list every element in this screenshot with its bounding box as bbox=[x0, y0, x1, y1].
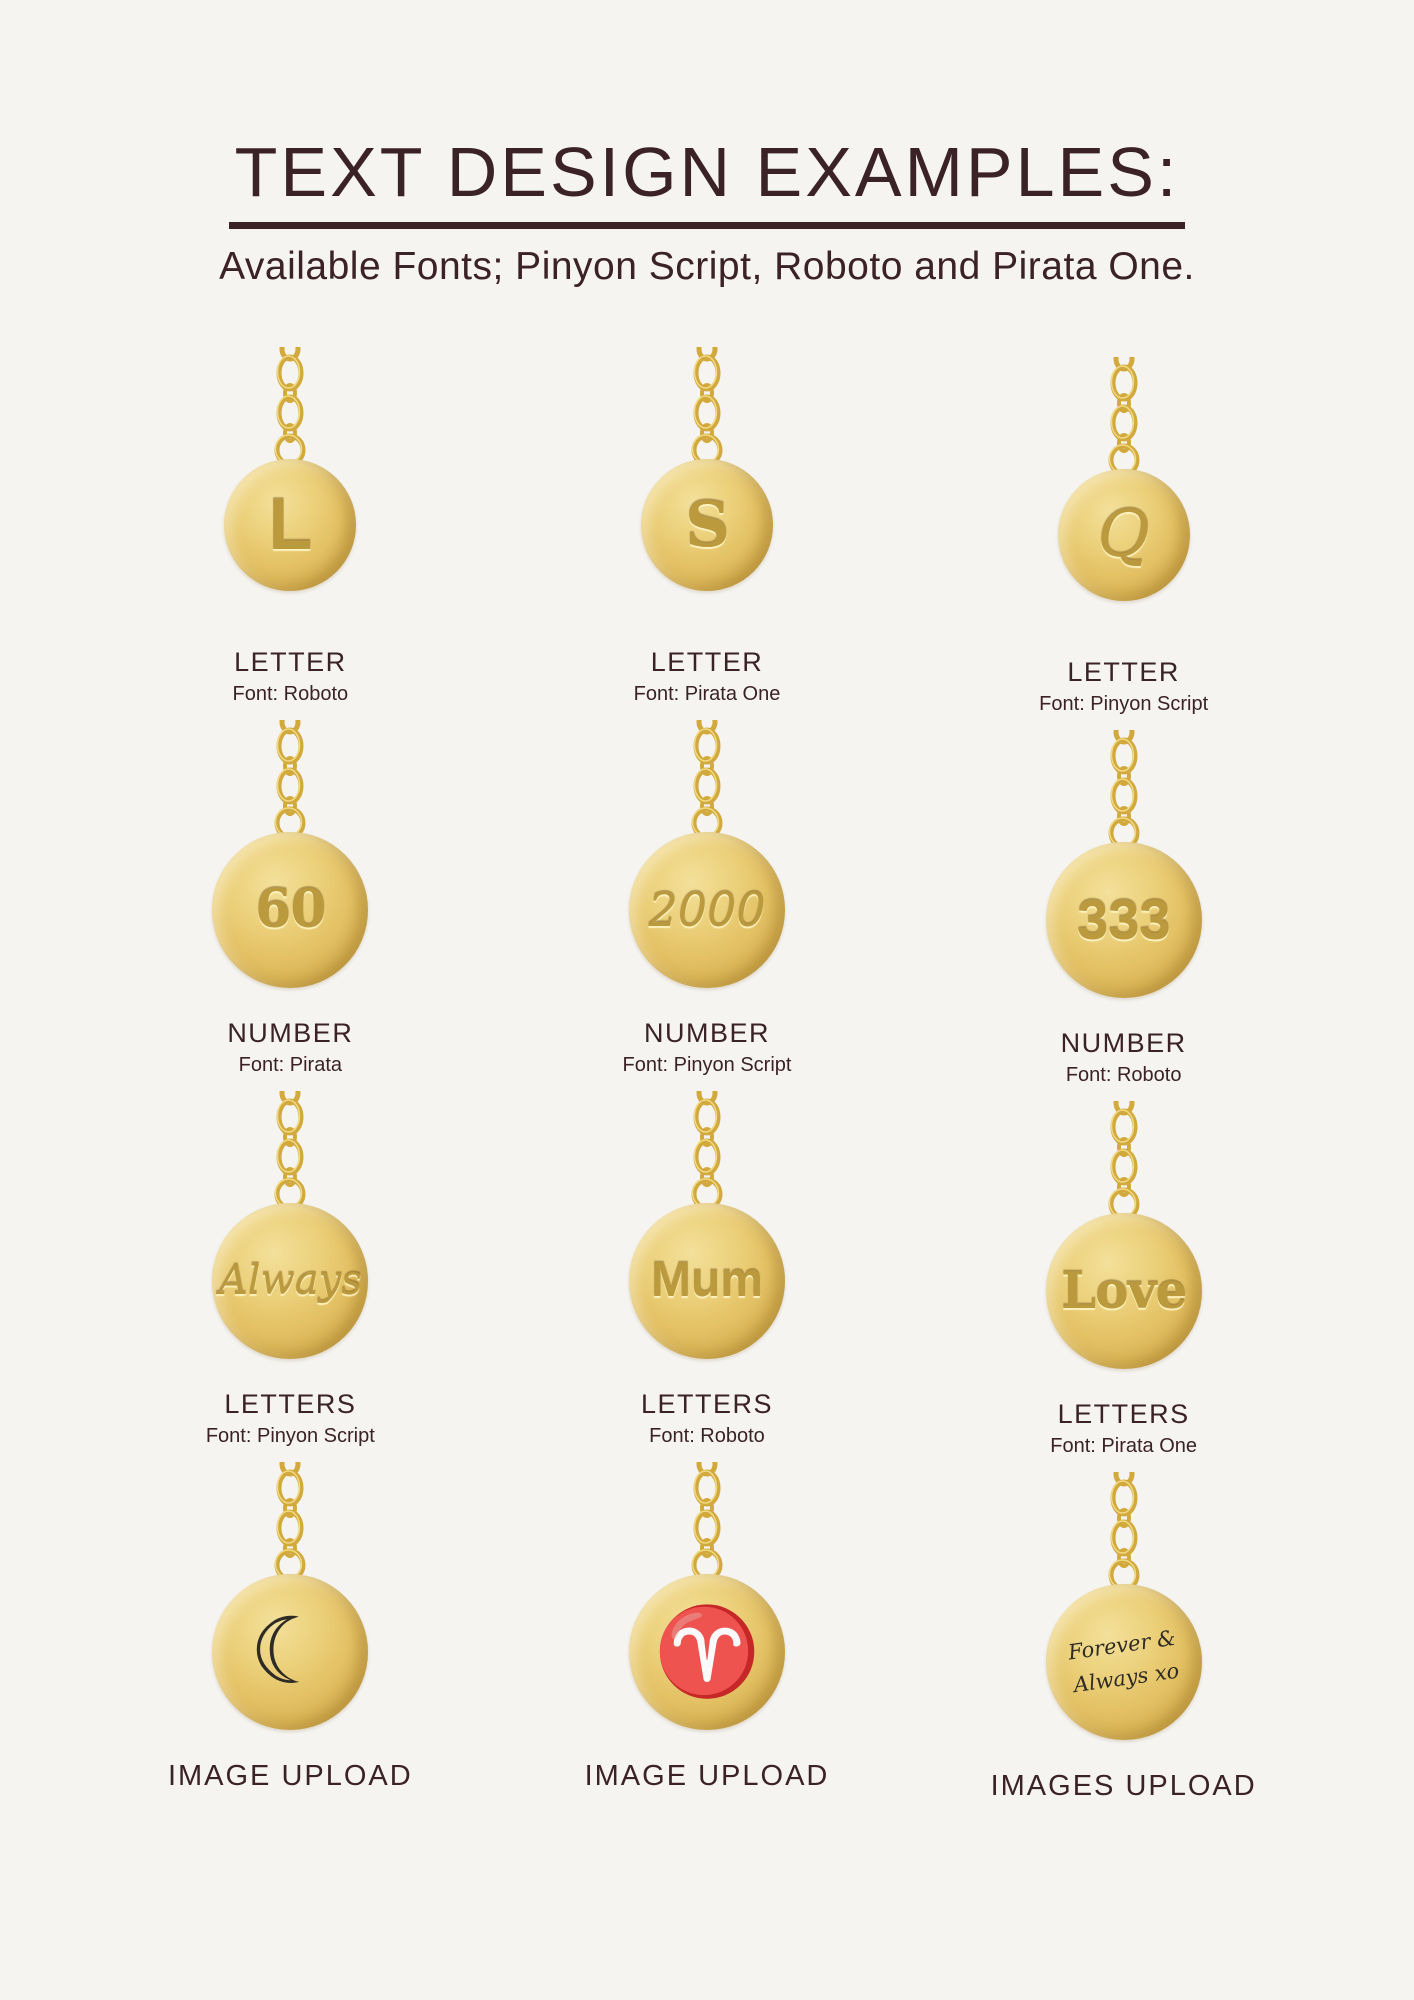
pendant-label: IMAGE UPLOAD bbox=[167, 1760, 413, 1792]
pendant-disc: L bbox=[224, 459, 357, 591]
engraving-text: 333 bbox=[1076, 888, 1171, 951]
chain-icon bbox=[691, 1091, 723, 1209]
pendant-disc: Mum bbox=[628, 1203, 785, 1359]
pendant-cell: 333 NUMBER Font: Roboto bbox=[1045, 730, 1202, 1087]
chain-icon bbox=[274, 720, 306, 838]
pendant-label: LETTERS bbox=[1057, 1399, 1190, 1429]
pendant-disc: Love bbox=[1045, 1213, 1202, 1369]
pendant-caption: IMAGE UPLOAD bbox=[585, 1760, 830, 1793]
pendant-cell: Q LETTER Font: Pinyon Script bbox=[1039, 357, 1208, 716]
pendant-caption: LETTERS Font: Pirata One bbox=[1050, 1399, 1197, 1458]
pendant-cell: S LETTER Font: Pirata One bbox=[634, 347, 781, 706]
pendant-font-label: Font: Pirata bbox=[238, 1054, 343, 1076]
pendant-cell: Always LETTERS Font: Pinyon Script bbox=[206, 1091, 375, 1448]
pendant-label: NUMBER bbox=[643, 1018, 770, 1048]
header: TEXT DESIGN EXAMPLES: Available Fonts; P… bbox=[0, 0, 1414, 289]
pendant-cell: Love LETTERS Font: Pirata One bbox=[1045, 1101, 1202, 1458]
pendant-cell: ☾ IMAGE UPLOAD bbox=[168, 1462, 413, 1793]
pendant-grid: L LETTER Font: Roboto S LETTER Font: Pirata O… bbox=[82, 347, 1332, 1802]
pendant-caption: NUMBER Font: Pinyon Script bbox=[623, 1018, 792, 1077]
pendant-caption: NUMBER Font: Roboto bbox=[1061, 1028, 1187, 1087]
engraving-text: Forever & Always xo bbox=[1066, 1622, 1182, 1702]
pendant-label: LETTER bbox=[650, 647, 764, 677]
pendant-font-label: Font: Pirata One bbox=[1050, 1435, 1198, 1457]
pendant-caption: LETTER Font: Pinyon Script bbox=[1039, 657, 1208, 716]
pendant-caption: NUMBER Font: Pirata bbox=[227, 1018, 353, 1077]
chain-icon bbox=[274, 347, 306, 465]
pendant-disc: Always bbox=[212, 1203, 369, 1359]
pendant-cell: L LETTER Font: Roboto bbox=[224, 347, 357, 706]
pendant-label: LETTERS bbox=[224, 1389, 357, 1419]
crescent-moon-icon: ☾ bbox=[249, 1601, 332, 1703]
pendant-caption: LETTERS Font: Roboto bbox=[641, 1389, 773, 1448]
chain-icon bbox=[691, 1462, 723, 1580]
aries-zodiac-icon: ♈ bbox=[653, 1604, 761, 1700]
pendant-font-label: Font: Roboto bbox=[232, 683, 349, 705]
engraving-text: L bbox=[268, 485, 313, 565]
engraving-text: 2000 bbox=[648, 883, 766, 937]
pendant-label: LETTER bbox=[1067, 657, 1180, 687]
engraving-text: S bbox=[685, 488, 730, 561]
chain-icon bbox=[1108, 1472, 1140, 1590]
pendant-cell: 2000 NUMBER Font: Pinyon Script bbox=[623, 720, 792, 1077]
pendant-font-label: Font: Pinyon Script bbox=[622, 1054, 792, 1076]
pendant-disc: 2000 bbox=[628, 832, 785, 988]
chain-icon bbox=[1108, 730, 1140, 848]
pendant-font-label: Font: Pirata One bbox=[633, 683, 781, 705]
chain-icon bbox=[1108, 357, 1140, 475]
pendant-disc: ☾ bbox=[212, 1574, 369, 1730]
pendant-label: IMAGE UPLOAD bbox=[584, 1760, 830, 1792]
pendant-disc: S bbox=[640, 459, 773, 591]
pendant-caption: IMAGES UPLOAD bbox=[991, 1770, 1257, 1803]
engraving-text: Q bbox=[1097, 498, 1150, 572]
pendant-font-label: Font: Roboto bbox=[649, 1425, 765, 1447]
pendant-caption: IMAGE UPLOAD bbox=[168, 1760, 413, 1793]
pendant-label: IMAGES UPLOAD bbox=[990, 1770, 1257, 1802]
pendant-label: LETTER bbox=[234, 647, 347, 677]
page-title: TEXT DESIGN EXAMPLES: bbox=[228, 132, 1186, 229]
pendant-disc: ♈ bbox=[628, 1574, 785, 1730]
engraving-text: Mum bbox=[650, 1254, 763, 1307]
chain-icon bbox=[274, 1462, 306, 1580]
pendant-cell: ♈ IMAGE UPLOAD bbox=[585, 1462, 830, 1793]
engraving-text: Always bbox=[218, 1258, 362, 1304]
pendant-caption: LETTER Font: Roboto bbox=[233, 647, 349, 706]
pendant-disc: Q bbox=[1057, 469, 1190, 601]
pendant-cell: 60 NUMBER Font: Pirata bbox=[212, 720, 369, 1077]
pendant-cell: Forever & Always xo IMAGES UPLOAD bbox=[991, 1472, 1257, 1803]
pendant-font-label: Font: Pinyon Script bbox=[1039, 693, 1209, 715]
chain-icon bbox=[691, 347, 723, 465]
pendant-disc: 333 bbox=[1045, 842, 1202, 998]
pendant-font-label: Font: Roboto bbox=[1065, 1064, 1182, 1086]
chain-icon bbox=[1108, 1101, 1140, 1219]
pendant-disc: Forever & Always xo bbox=[1045, 1584, 1202, 1740]
engraving-text: Love bbox=[1060, 1261, 1187, 1320]
pendant-label: LETTERS bbox=[640, 1389, 773, 1419]
pendant-label: NUMBER bbox=[227, 1018, 354, 1048]
chain-icon bbox=[691, 720, 723, 838]
pendant-cell: Mum LETTERS Font: Roboto bbox=[628, 1091, 785, 1448]
pendant-caption: LETTER Font: Pirata One bbox=[634, 647, 781, 706]
page-subtitle: Available Fonts; Pinyon Script, Roboto a… bbox=[219, 245, 1195, 288]
engraving-text: 60 bbox=[255, 879, 326, 940]
chain-icon bbox=[274, 1091, 306, 1209]
pendant-caption: LETTERS Font: Pinyon Script bbox=[206, 1389, 375, 1448]
pendant-label: NUMBER bbox=[1060, 1028, 1187, 1058]
pendant-font-label: Font: Pinyon Script bbox=[205, 1425, 375, 1447]
pendant-disc: 60 bbox=[212, 832, 369, 988]
